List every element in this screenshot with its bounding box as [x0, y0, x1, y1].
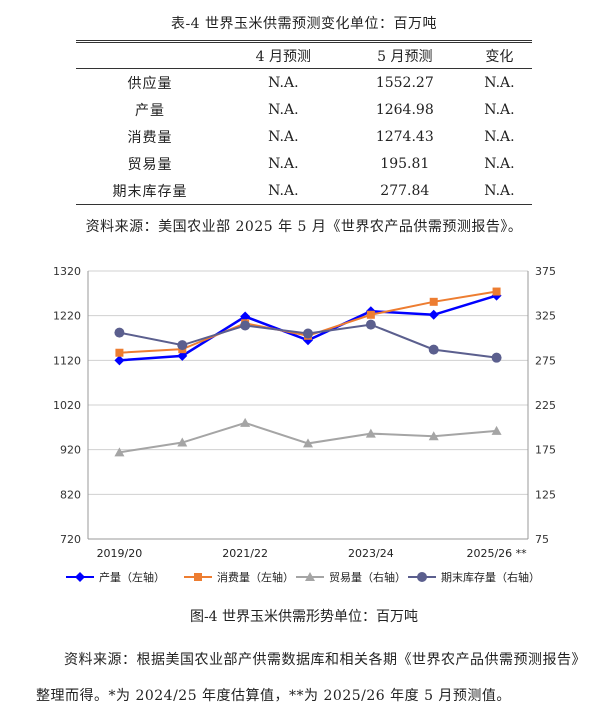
figure-title: 图-4 世界玉米供需形势单位：百万吨: [189, 609, 419, 625]
legend-label: 贸易量（右轴）: [329, 570, 406, 584]
header-cell: 变化: [485, 48, 514, 65]
right-axis-tick-label: 325: [535, 310, 556, 323]
series-2-point: [492, 287, 501, 296]
table-cell: 1274.43: [375, 128, 434, 145]
series-1-point: [428, 309, 439, 320]
legend-marker: [194, 573, 202, 581]
corn-supply-demand-chart: 720 820 920 1020 1120 1220 1320 75 125 175 225 275 3…: [53, 265, 556, 584]
right-axis-tick-label: 125: [535, 488, 556, 501]
left-axis-tick-label: 720: [60, 533, 81, 546]
right-axis-tick-label: 375: [535, 265, 556, 278]
legend-marker: [75, 572, 85, 582]
series-1-point: [491, 290, 502, 301]
table-cell: N.A.: [268, 74, 299, 91]
table-row: 消费量 N.A. 1274.43 N.A.: [76, 123, 532, 150]
left-axis-tick-label: 820: [60, 488, 81, 501]
table-cell: N.A.: [484, 101, 515, 118]
table-cell: N.A.: [268, 155, 299, 172]
x-axis-tick-label: 2021/22: [222, 547, 268, 560]
series-4-point: [303, 328, 313, 339]
series-4-point: [365, 319, 376, 330]
row-label: 产量: [135, 102, 165, 119]
table-cell: N.A.: [484, 182, 515, 199]
table-cell: N.A.: [268, 128, 299, 145]
series-3-point: [365, 428, 376, 438]
legend-label: 产量（左轴）: [99, 570, 165, 584]
series-3-point: [303, 438, 313, 448]
table-cell: N.A.: [268, 182, 299, 199]
x-axis-tick-label: 2025/26 **: [466, 547, 527, 560]
series-3-point: [428, 431, 439, 441]
table-cell: 1552.27: [375, 74, 434, 91]
header-cell: 4 月预测: [255, 48, 312, 65]
table-source-note: 资料来源：美国农业部 2025 年 5 月《世界农产品供需预测报告》。: [85, 219, 523, 235]
table-row: 期末库存量 N.A. 277.84 N.A.: [76, 177, 532, 205]
x-axis-tick-label: 2023/24: [348, 547, 394, 560]
left-axis-tick-label: 920: [60, 444, 81, 457]
right-axis-tick-label: 175: [535, 444, 556, 457]
legend-label: 消费量（左轴）: [217, 570, 294, 584]
series-3-point: [240, 417, 251, 427]
series-4-point: [428, 344, 439, 355]
series-4-point: [491, 352, 502, 363]
series-3-point: [177, 437, 188, 447]
figure-source-note: 资料来源：根据美国农业部产供需数据库和相关各期《世界农产品供需预测报告》整理而得…: [36, 652, 586, 704]
table-cell: N.A.: [484, 128, 515, 145]
row-label: 贸易量: [127, 156, 173, 173]
table-header-row: 4 月预测 5 月预测 变化: [76, 41, 532, 69]
left-axis-tick-label: 1220: [53, 310, 81, 323]
series-3-point: [114, 447, 125, 457]
supply-demand-table: 4 月预测 5 月预测 变化 供应量 N.A. 1552.27 N.A. 产量 …: [76, 40, 532, 205]
series-4-point: [177, 340, 188, 351]
table-cell: N.A.: [484, 155, 515, 172]
row-label: 供应量: [127, 75, 173, 92]
table-title: 表-4 世界玉米供需预测变化单位：百万吨: [170, 16, 438, 32]
series-4-point: [114, 327, 125, 338]
series-2-point: [429, 297, 438, 306]
x-axis-tick-label: 2019/20: [97, 547, 143, 560]
left-axis-tick-label: 1320: [53, 265, 81, 278]
table-cell: 195.81: [380, 155, 430, 172]
series-1-point: [240, 311, 251, 322]
series-3-point: [491, 425, 502, 435]
right-axis-tick-label: 225: [535, 399, 556, 412]
table-cell: 1264.98: [375, 101, 434, 118]
table-row: 供应量 N.A. 1552.27 N.A.: [76, 69, 532, 97]
row-label: 消费量: [127, 129, 173, 146]
header-cell: [76, 42, 224, 69]
left-axis-tick-label: 1120: [53, 354, 81, 367]
legend-marker: [305, 572, 315, 581]
legend-label: 期末库存量（右轴）: [441, 570, 540, 584]
series-1-point: [114, 355, 125, 366]
right-axis-tick-label: 75: [535, 533, 549, 546]
right-axis-tick-label: 275: [535, 354, 556, 367]
series-2-point: [115, 348, 124, 357]
series-2-point: [366, 310, 375, 319]
table-row: 贸易量 N.A. 195.81 N.A.: [76, 150, 532, 177]
left-axis-tick-label: 1020: [53, 399, 81, 412]
series-1-point: [177, 350, 188, 361]
legend-marker: [417, 572, 427, 582]
header-cell: 5 月预测: [377, 48, 433, 65]
table-cell: N.A.: [484, 74, 515, 91]
row-label: 期末库存量: [112, 183, 188, 200]
table-cell: 277.84: [380, 182, 430, 199]
series-line-3: [119, 421, 497, 454]
table-cell: N.A.: [268, 101, 299, 118]
series-4-point: [240, 320, 251, 331]
table-row: 产量 N.A. 1264.98 N.A.: [76, 96, 532, 123]
